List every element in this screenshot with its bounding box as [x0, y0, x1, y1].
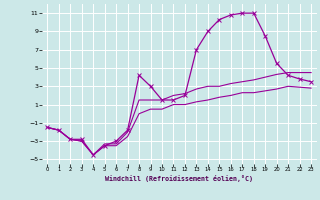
- X-axis label: Windchill (Refroidissement éolien,°C): Windchill (Refroidissement éolien,°C): [105, 175, 253, 182]
